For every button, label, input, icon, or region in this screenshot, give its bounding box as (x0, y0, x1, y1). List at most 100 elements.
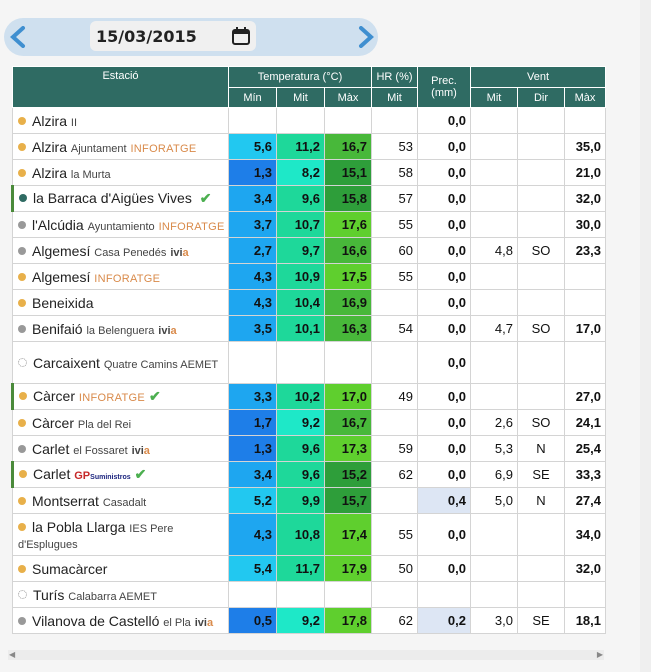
table-row[interactable]: l'Alcúdia Ayuntamiento INFORATGE 3,7 10,7 1… (12, 211, 606, 238)
station-name[interactable]: Alzira (32, 112, 68, 129)
calendar-icon[interactable] (232, 27, 250, 45)
header-temp-mit[interactable]: Mit (276, 87, 325, 108)
table-row[interactable]: Turís Calabarra AEMET (12, 581, 606, 608)
station-name[interactable]: la Pobla Llarga (32, 518, 126, 535)
station-name[interactable]: Benifaió (32, 320, 83, 337)
hr-cell: 58 (371, 159, 418, 186)
horizontal-scrollbar[interactable]: ◀ ▶ (8, 650, 604, 660)
wind-dir-cell: SE (517, 461, 565, 488)
header-precipitation[interactable]: Prec. (mm) (417, 66, 471, 108)
station-cell[interactable]: Alzira II (12, 107, 229, 134)
table-row[interactable]: Alzira Ajuntament INFORATGE 5,6 11,2 16,7 53… (12, 133, 606, 160)
temp-mit-cell: 9,9 (276, 487, 325, 514)
scroll-left-icon[interactable]: ◀ (9, 650, 16, 659)
station-cell[interactable]: la Barraca d'Aigües Vives ✔ (11, 185, 229, 212)
station-name[interactable]: l'Alcúdia (32, 216, 84, 233)
header-humidity[interactable]: HR (%) (371, 66, 418, 88)
station-name[interactable]: Algemesí (32, 268, 91, 285)
header-station[interactable]: Estació (12, 66, 229, 108)
station-cell[interactable]: Alzira Ajuntament INFORATGE (12, 133, 229, 160)
station-name[interactable]: Vilanova de Castelló (32, 612, 160, 629)
station-name[interactable]: Beneixida (32, 294, 94, 311)
table-row[interactable]: Càrcer INFORATGE ✔ 3,3 10,2 17,0 49 0,0 27,0 (11, 383, 606, 410)
hr-cell (371, 107, 418, 134)
header-wind-max[interactable]: Màx (564, 87, 606, 108)
table-row[interactable]: Carcaixent Quatre Camins AEMET 0,0 (12, 341, 606, 384)
wind-max-cell: 17,0 (564, 315, 606, 342)
wind-max-cell: 32,0 (564, 555, 606, 582)
temp-mit-cell: 10,9 (276, 263, 325, 290)
station-name[interactable]: Càrcer (32, 414, 75, 431)
table-row[interactable]: Càrcer Pla del Rei 1,7 9,2 16,7 0,0 2,6 SO 24,… (12, 409, 606, 436)
prec-cell: 0,0 (417, 513, 471, 556)
station-cell[interactable]: Benifaió la Belenguera ivia (12, 315, 229, 342)
table-row[interactable]: Algemesí Casa Penedés ivia 2,7 9,7 16,6 60 0,… (12, 237, 606, 264)
station-table: Estació Temperatura (°C) HR (%) Prec. (m… (11, 66, 606, 634)
station-cell[interactable]: Càrcer Pla del Rei (12, 409, 229, 436)
station-cell[interactable]: Algemesí INFORATGE (12, 263, 229, 290)
vertical-scrollbar[interactable] (640, 0, 651, 672)
wind-max-cell (564, 341, 606, 384)
table-row[interactable]: Algemesí INFORATGE 4,3 10,9 17,5 55 0,0 (12, 263, 606, 290)
header-wind[interactable]: Vent (470, 66, 606, 88)
station-cell[interactable]: Sumacàrcer (12, 555, 229, 582)
table-row[interactable]: Alzira II 0,0 (12, 107, 606, 134)
temp-max-cell: 17,9 (324, 555, 372, 582)
station-name[interactable]: Algemesí (32, 242, 91, 259)
station-name[interactable]: Sumacàrcer (32, 560, 108, 577)
station-cell[interactable]: Turís Calabarra AEMET (12, 581, 229, 608)
station-cell[interactable]: Carcaixent Quatre Camins AEMET (12, 341, 229, 384)
station-name[interactable]: Carlet (33, 466, 71, 482)
station-location: Casadalt (102, 496, 147, 509)
station-cell[interactable]: Montserrat Casadalt (12, 487, 229, 514)
table-row[interactable]: Benifaió la Belenguera ivia 3,5 10,1 16,3 54… (12, 315, 606, 342)
station-name[interactable]: Carcaixent (33, 354, 100, 371)
wind-mit-cell: 6,9 (470, 461, 518, 488)
station-name[interactable]: Alzira (32, 164, 68, 181)
station-status-icon (18, 168, 26, 177)
table-row[interactable]: Carlet el Fossaret ivia 1,3 9,6 17,3 59 0,0 5,… (12, 435, 606, 462)
station-status-icon (18, 616, 26, 625)
station-name[interactable]: Carlet (32, 440, 70, 457)
table-row[interactable]: Beneixida 4,3 10,4 16,9 0,0 (12, 289, 606, 316)
previous-day-arrow-icon[interactable] (8, 26, 30, 48)
station-cell[interactable]: Vilanova de Castelló el Pla ivia (12, 607, 229, 634)
table-row[interactable]: Sumacàrcer 5,4 11,7 17,9 50 0,0 32,0 (12, 555, 606, 582)
header-temp-min[interactable]: Mín (228, 87, 277, 108)
header-hr-mit[interactable]: Mit (371, 87, 418, 108)
header-temp-max[interactable]: Màx (324, 87, 372, 108)
station-name[interactable]: Montserrat (32, 492, 99, 509)
check-icon: ✔ (148, 388, 161, 404)
wind-max-cell: 25,4 (564, 435, 606, 462)
station-name[interactable]: Turís (33, 586, 65, 603)
station-cell[interactable]: l'Alcúdia Ayuntamiento INFORATGE (12, 211, 229, 238)
table-row[interactable]: Vilanova de Castelló el Pla ivia 0,5 9,2 17… (12, 607, 606, 634)
temp-mit-cell: 9,7 (276, 237, 325, 264)
hr-cell (371, 289, 418, 316)
station-name[interactable]: Càrcer (33, 388, 76, 404)
station-name[interactable]: Alzira (32, 138, 68, 155)
station-cell[interactable]: la Pobla Llarga IES Pere d'Esplugues (12, 513, 229, 556)
prec-cell: 0,0 (417, 237, 471, 264)
station-cell[interactable]: Alzira la Murta (12, 159, 229, 186)
next-day-arrow-icon[interactable] (354, 26, 376, 48)
header-wind-dir[interactable]: Dir (517, 87, 565, 108)
station-cell[interactable]: Càrcer INFORATGE ✔ (11, 383, 229, 410)
table-row[interactable]: la Pobla Llarga IES Pere d'Esplugues 4,3… (12, 513, 606, 556)
scroll-right-icon[interactable]: ▶ (596, 650, 603, 659)
station-name[interactable]: la Barraca d'Aigües Vives (33, 190, 192, 206)
station-cell[interactable]: Carlet el Fossaret ivia (12, 435, 229, 462)
table-row[interactable]: la Barraca d'Aigües Vives ✔ 3,4 9,6 15,8 57 0… (11, 185, 606, 212)
station-cell[interactable]: Beneixida (12, 289, 229, 316)
table-row[interactable]: Carlet GPSuministros ✔ 3,4 9,6 15,2 62 0,0 6,9 S… (11, 461, 606, 488)
station-cell[interactable]: Algemesí Casa Penedés ivia (12, 237, 229, 264)
wind-dir-cell (517, 211, 565, 238)
prec-cell (417, 581, 471, 608)
header-wind-mit[interactable]: Mit (470, 87, 518, 108)
table-row[interactable]: Alzira la Murta 1,3 8,2 15,1 58 0,0 21,0 (12, 159, 606, 186)
header-temperature[interactable]: Temperatura (°C) (228, 66, 372, 88)
table-row[interactable]: Montserrat Casadalt 5,2 9,9 15,7 0,4 5,0 N 27,… (12, 487, 606, 514)
station-cell[interactable]: Carlet GPSuministros ✔ (11, 461, 229, 488)
station-status-icon (18, 444, 26, 453)
date-input[interactable]: 15/03/2015 (90, 21, 256, 51)
